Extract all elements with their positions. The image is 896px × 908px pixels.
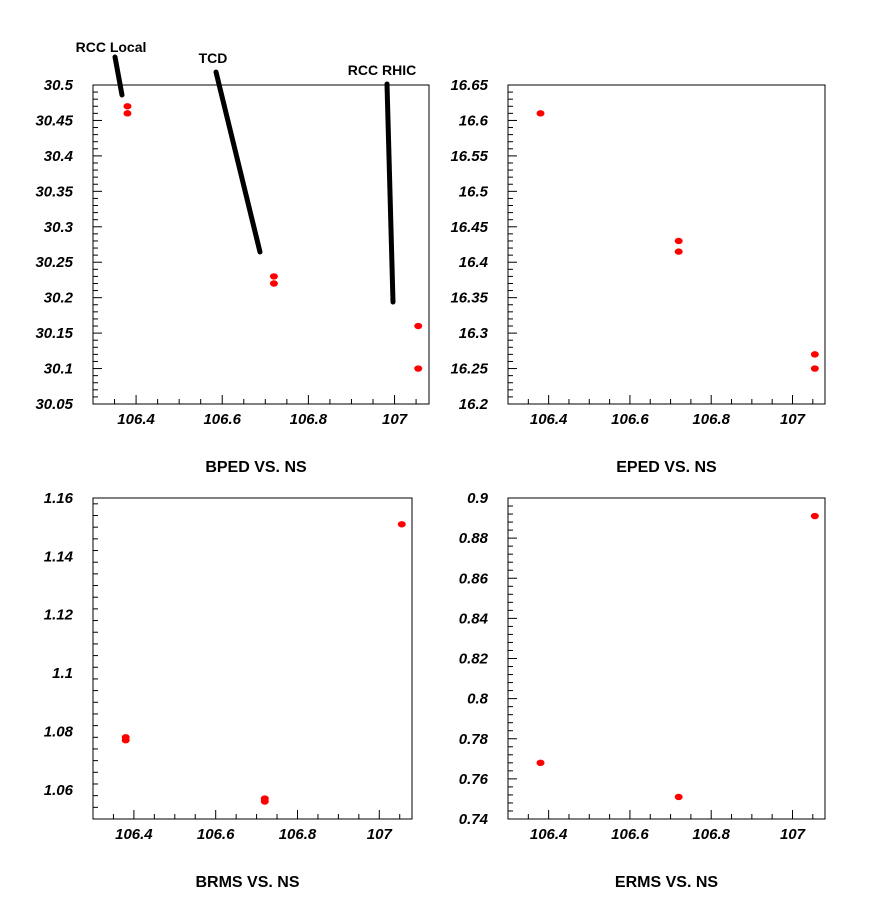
y-tick-label: 0.8	[467, 691, 489, 708]
annotation-line	[384, 81, 396, 305]
x-tick-label: 106.6	[203, 411, 241, 428]
y-tick-label: 0.78	[459, 731, 489, 748]
y-tick-label: 1.12	[44, 607, 74, 624]
x-tick-label: 106.8	[290, 411, 328, 428]
x-tick-label: 106.8	[692, 826, 730, 843]
data-point	[260, 798, 269, 805]
x-tick-label: 106.6	[611, 411, 649, 428]
x-tick-label: 106.4	[530, 826, 568, 843]
y-tick-label: 30.5	[44, 77, 74, 94]
y-tick-label: 0.76	[459, 771, 489, 788]
y-tick-label: 16.2	[459, 396, 489, 413]
y-tick-label: 16.35	[450, 290, 488, 307]
data-point	[674, 237, 683, 245]
y-tick-label: 0.9	[467, 490, 489, 507]
x-tick-label: 106.4	[115, 826, 153, 843]
y-tick-label: 16.65	[450, 77, 488, 94]
annotations: RCC Local TCD RCC RHIC	[76, 39, 416, 305]
y-tick-label: 16.6	[459, 112, 489, 129]
y-tick-label: 1.08	[44, 723, 74, 740]
x-tick-label: 106.4	[530, 411, 568, 428]
data-point	[123, 110, 132, 117]
panel-title: ERMS VS. NS	[615, 874, 718, 891]
y-tick-label: 16.55	[450, 148, 488, 165]
panel-brms: 106.4 106.6 106.8 107 1.06 1.08 1.1 1.12 1.14 1.1…	[44, 490, 413, 891]
y-tick-label: 1.1	[52, 665, 73, 682]
data-point	[123, 103, 132, 110]
panel-title: BPED VS. NS	[205, 459, 307, 476]
data-point	[414, 365, 423, 372]
data-point	[674, 793, 683, 801]
y-tick-label: 1.06	[44, 782, 74, 799]
panel-eped: 106.4 106.6 106.8 107 16.2 16.25 16.3 16.35 16.4…	[450, 77, 826, 476]
plot-frame	[92, 497, 413, 820]
y-tick-label: 0.84	[459, 610, 489, 627]
y-tick-label: 0.88	[459, 530, 489, 547]
y-tick-label: 16.5	[459, 183, 489, 200]
x-tick-label: 107	[367, 826, 393, 843]
y-tick-label: 16.25	[450, 361, 488, 378]
data-point	[536, 759, 545, 767]
data-point	[810, 351, 819, 358]
y-tick-label: 30.2	[44, 290, 74, 307]
y-tick-label: 0.82	[459, 651, 489, 668]
y-tick-label: 30.05	[35, 396, 73, 413]
plot-frame	[92, 84, 430, 405]
panel-erms: 106.4 106.6 106.8 107 0.74 0.76 0.78 0.8 0.82 0.8…	[459, 490, 826, 891]
y-tick-label: 30.1	[44, 361, 73, 378]
data-point	[674, 248, 683, 255]
annotation-label: RCC RHIC	[348, 62, 416, 78]
y-tick-label: 30.35	[35, 183, 73, 200]
y-tick-label: 16.4	[459, 254, 489, 271]
data-point	[269, 273, 278, 280]
data-point	[536, 110, 545, 117]
data-point	[414, 322, 423, 330]
data-point	[397, 521, 406, 528]
panel-bped: 106.4 106.6 106.8 107 30.05 30.1 30.15 30.2 30.2…	[35, 39, 430, 476]
x-tick-label: 106.6	[197, 826, 235, 843]
data-point	[121, 737, 130, 744]
y-tick-label: 0.74	[459, 811, 489, 828]
data-point	[269, 280, 278, 287]
y-tick-label: 30.4	[44, 148, 74, 165]
panel-title: EPED VS. NS	[616, 459, 717, 476]
annotation-line	[213, 69, 263, 255]
x-tick-label: 107	[780, 411, 806, 428]
data-point	[810, 365, 819, 372]
plot-frame	[507, 497, 826, 820]
y-tick-label: 1.14	[44, 548, 74, 565]
annotation-label: RCC Local	[76, 39, 147, 55]
annotation-label: TCD	[199, 50, 228, 66]
y-tick-label: 30.45	[35, 112, 73, 129]
data-point	[810, 512, 819, 520]
y-tick-label: 0.86	[459, 570, 489, 587]
y-tick-label: 30.3	[44, 219, 74, 236]
x-tick-label: 106.6	[611, 826, 649, 843]
plot-frame	[507, 84, 826, 405]
y-tick-label: 30.25	[35, 254, 73, 271]
panel-title: BRMS VS. NS	[195, 874, 299, 891]
y-tick-label: 16.45	[450, 219, 488, 236]
y-tick-label: 1.16	[44, 490, 74, 507]
x-tick-label: 106.8	[279, 826, 317, 843]
x-tick-label: 107	[382, 411, 408, 428]
annotation-line	[112, 54, 125, 98]
y-tick-label: 30.15	[35, 325, 73, 342]
x-tick-label: 106.8	[692, 411, 730, 428]
x-tick-label: 107	[780, 826, 806, 843]
x-tick-label: 106.4	[117, 411, 155, 428]
y-tick-label: 16.3	[459, 325, 489, 342]
